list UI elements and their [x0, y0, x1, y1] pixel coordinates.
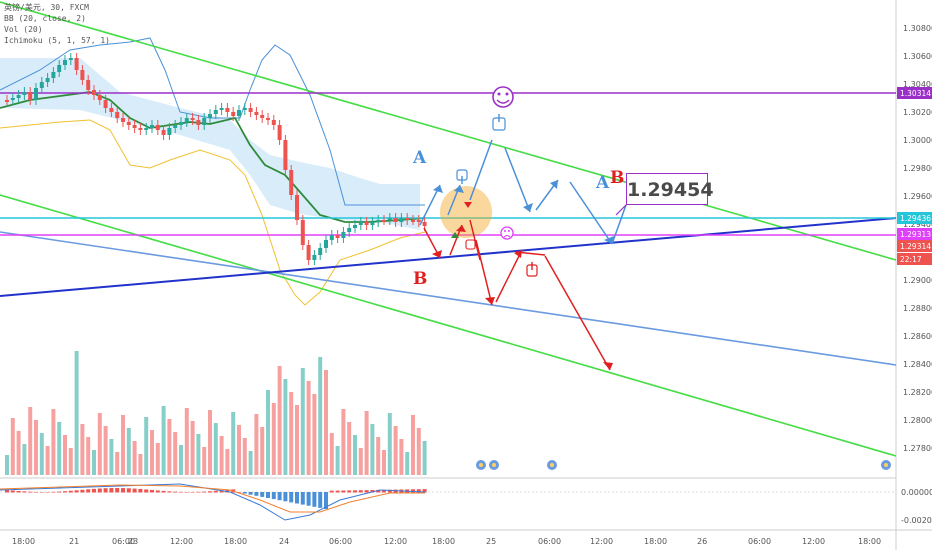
svg-text:1.29314: 1.29314: [900, 242, 931, 251]
ichimoku-cloud: [0, 58, 420, 230]
legend-vol: Vol (20): [4, 25, 43, 34]
price-tick-label: 1.28400: [903, 360, 932, 369]
trendline-green-lower: [0, 194, 897, 457]
bb-upper: [0, 37, 425, 206]
price-tick-label: 1.29600: [903, 192, 932, 201]
price-tick-label: 1.27800: [903, 444, 932, 453]
indicator-legend: 英镑/美元, 30, FXCM BB (20, close, 2) Vol (2…: [4, 2, 110, 46]
time-tick-label: 18:00: [432, 537, 455, 546]
price-tag: 1.29314: [897, 240, 932, 252]
price-tags: 1.30314 1.29436 1.29313 1.29314 22:17: [897, 87, 932, 265]
macd-panel: [0, 483, 896, 521]
svg-text:22:17: 22:17: [900, 255, 922, 264]
svg-text:1.30314: 1.30314: [900, 89, 931, 98]
label-a-left: A: [412, 148, 427, 168]
time-tick-label: 18:00: [12, 537, 35, 546]
price-tag: 1.29436: [897, 212, 932, 224]
time-tick-label: 12:00: [170, 537, 193, 546]
time-tick-label: 12:00: [384, 537, 407, 546]
hand-pointer-down-icon[interactable]: [456, 169, 468, 184]
time-tick-label: 25: [486, 537, 496, 546]
scenario-b-arrowheads: [432, 225, 613, 370]
price-axis[interactable]: 1.30800 1.30600 1.30400 1.30200 1.30000 1.298…: [903, 24, 932, 453]
price-tick-label: 1.28800: [903, 304, 932, 313]
price-tag: 1.30314: [897, 87, 932, 99]
price-tick-label: 1.30200: [903, 108, 932, 117]
hand-pointer-up-icon[interactable]: [492, 114, 506, 131]
price-tick-label: 1.28000: [903, 416, 932, 425]
highlight-zone: [440, 186, 492, 238]
time-tick-label: 12:00: [802, 537, 825, 546]
time-tick-label: 18:00: [858, 537, 881, 546]
price-tick-label: 1.30800: [903, 24, 932, 33]
time-tick-label: 06:00: [329, 537, 352, 546]
label-b-left: B: [413, 269, 427, 289]
trendline-green-upper: [0, 1, 897, 261]
time-tick-label: 06:00: [748, 537, 771, 546]
label-b-right: B: [610, 168, 624, 188]
scenario-b-path: [423, 219, 611, 371]
price-tick-label: 1.30000: [903, 136, 932, 145]
time-tick-label: 24: [279, 537, 289, 546]
price-tag: 1.29313: [897, 228, 932, 240]
smiley-sad-icon[interactable]: [500, 226, 514, 240]
time-tick-label: 12:00: [590, 537, 613, 546]
legend-bb: BB (20, close, 2): [4, 14, 86, 23]
price-tick-label: 1.29800: [903, 164, 932, 173]
smiley-happy-icon[interactable]: [492, 86, 514, 108]
event-marker-icon[interactable]: [476, 460, 891, 470]
volume-bars: [5, 351, 427, 475]
hand-pointer-red-small-icon[interactable]: [465, 239, 476, 250]
price-tick-label: 1.29400: [903, 220, 932, 229]
macd-tick-label: 0.00000: [901, 488, 932, 497]
time-tick-label: 21: [69, 537, 79, 546]
price-tick-label: 1.28600: [903, 332, 932, 341]
trendline-blue: [0, 217, 897, 297]
time-tick-label: 18:00: [224, 537, 247, 546]
trendline-lightblue: [0, 231, 897, 366]
svg-text:1.29313: 1.29313: [900, 230, 931, 239]
price-callout[interactable]: 1.29454: [626, 173, 714, 205]
time-tick-label: 18:00: [644, 537, 667, 546]
price-tick-label: 1.30600: [903, 52, 932, 61]
hand-pointer-red-icon[interactable]: [526, 262, 538, 277]
time-tick-label: 26: [697, 537, 707, 546]
scenario-a-arrowheads: [433, 180, 614, 244]
macd-axis: 0.00000 -0.00200: [901, 488, 932, 525]
bb-lower: [0, 119, 426, 306]
time-tick-label: 06:00: [538, 537, 561, 546]
price-tick-label: 1.30400: [903, 80, 932, 89]
candlesticks: [5, 53, 427, 265]
price-tick-label: 1.29000: [903, 276, 932, 285]
legend-symbol: 英镑/美元, 30, FXCM: [4, 3, 89, 12]
svg-text:1.29436: 1.29436: [900, 214, 931, 223]
price-tick-label: 1.28200: [903, 388, 932, 397]
time-tick-label: 23: [128, 537, 138, 546]
label-a-right: A: [595, 173, 610, 193]
legend-ichimoku: Ichimoku (5, 1, 57, 1): [4, 36, 110, 45]
price-tag: 22:17: [897, 253, 932, 265]
arrow-up-marker-icon: [451, 232, 459, 238]
time-tick-label: 06:00: [112, 537, 135, 546]
arrow-down-marker-icon: [464, 202, 472, 208]
macd-tick-label: -0.00200: [901, 516, 932, 525]
